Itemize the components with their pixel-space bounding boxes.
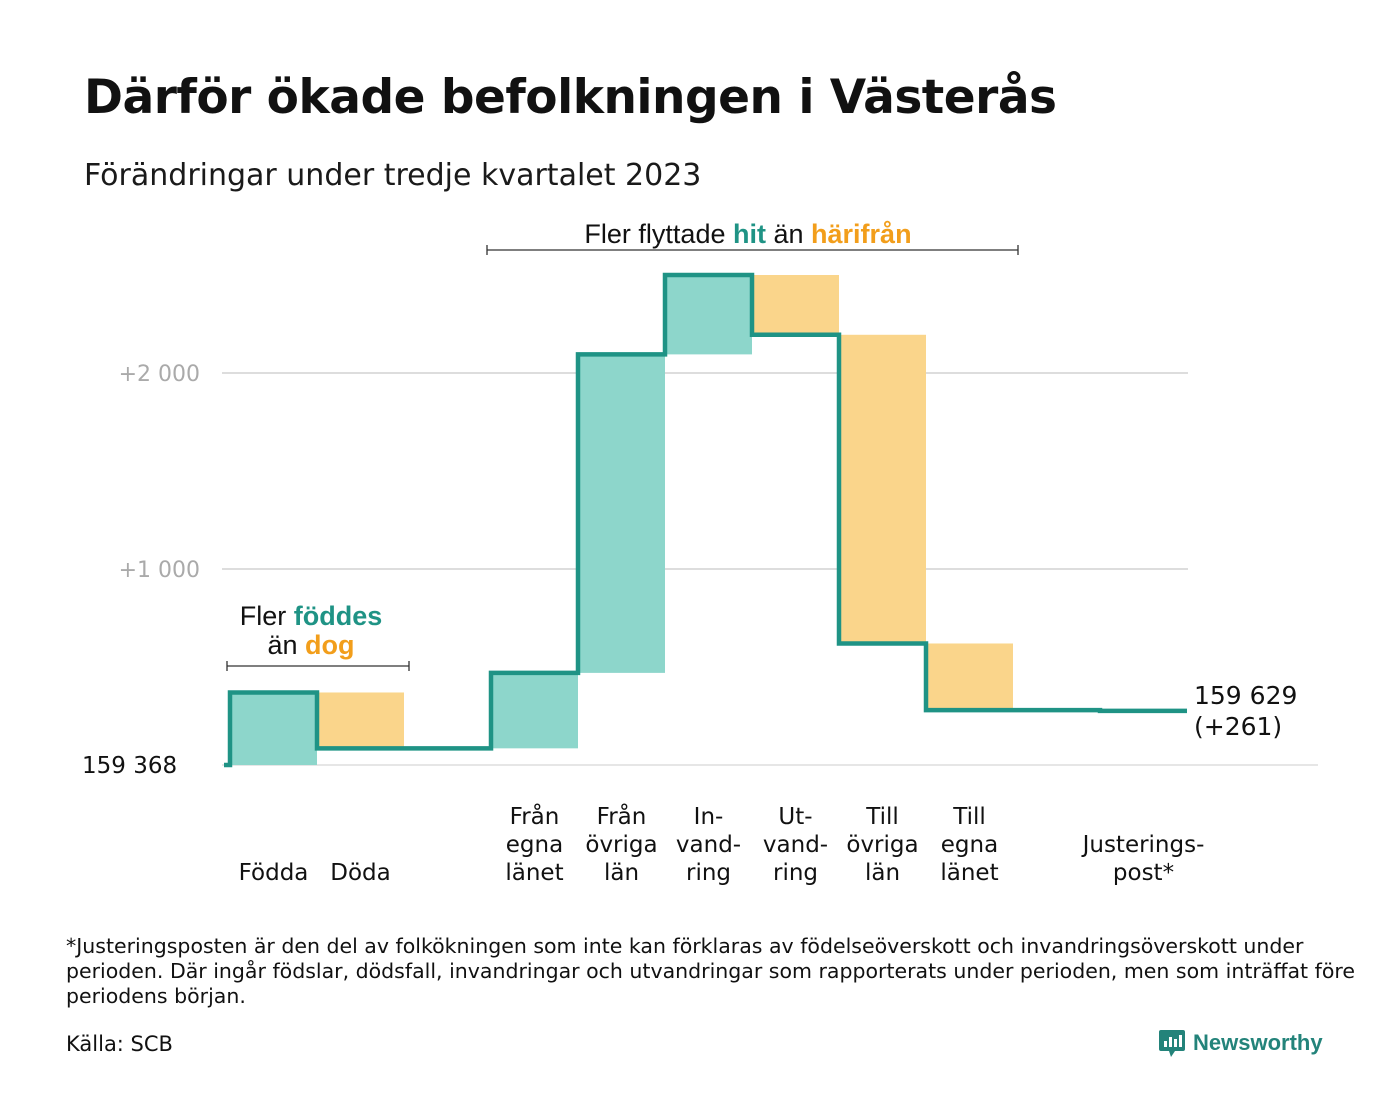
newsworthy-logo-icon — [1159, 1030, 1185, 1057]
migration-annotation-harifran: härifrån — [811, 219, 912, 249]
increase-bar — [491, 672, 578, 749]
category-label: ring — [773, 860, 818, 886]
category-label: länet — [940, 860, 998, 886]
category-label: egna — [506, 832, 563, 858]
category-label: övriga — [846, 832, 918, 858]
category-label: övriga — [585, 832, 657, 858]
births-annotation-pre: Fler — [240, 601, 294, 631]
chart-title: Därför ökade befolkningen i Västerås — [84, 70, 1057, 125]
decrease-bar — [926, 643, 1013, 711]
chart-subtitle: Förändringar under tredje kvartalet 2023 — [84, 158, 702, 193]
births-annotation-an: än — [267, 630, 305, 660]
running-total-line — [224, 272, 1187, 768]
category-label: Ut- — [778, 804, 812, 830]
category-label: län — [604, 860, 639, 886]
migration-annotation: Fler flyttade hit än härifrån — [486, 219, 1019, 255]
y-tick-label: +1 000 — [119, 558, 200, 583]
category-label: Från — [597, 802, 647, 830]
end-value-label: 159 629 — [1194, 681, 1297, 710]
births-annotation-foddes: föddes — [294, 601, 383, 631]
running-total-path — [224, 272, 1187, 768]
increase-bar — [665, 275, 752, 355]
increase-bar — [578, 354, 665, 673]
migration-annotation-hit: hit — [733, 219, 766, 249]
category-label: Från — [510, 802, 560, 830]
bars — [230, 275, 1187, 765]
category-label: post* — [1113, 860, 1174, 886]
source-label: Källa: SCB — [66, 1032, 173, 1056]
category-label: ring — [686, 860, 731, 886]
decrease-bar — [317, 692, 404, 749]
category-label: Födda — [239, 860, 309, 886]
category-label: In- — [694, 804, 724, 830]
births-annotation-dog: dog — [305, 630, 354, 660]
category-label: Justerings- — [1081, 832, 1205, 858]
category-label: egna — [941, 832, 998, 858]
births-annotation: Fler föddes än dog — [226, 601, 410, 671]
category-label: Till — [952, 804, 986, 830]
migration-annotation-text: Fler flyttade hit än härifrån — [584, 219, 911, 249]
brand-name: Newsworthy — [1193, 1030, 1323, 1055]
category-label: Döda — [330, 860, 390, 886]
decrease-bar — [839, 334, 926, 644]
footnote: *Justeringsposten är den del av folkökni… — [66, 934, 1355, 1008]
births-annotation-line1: Fler föddes — [240, 601, 383, 631]
brand-logo[interactable]: Newsworthy — [1158, 1028, 1323, 1058]
increase-bar — [230, 692, 317, 765]
start-value-label: 159 368 — [82, 753, 177, 779]
migration-annotation-pre: Fler flyttade — [584, 219, 733, 249]
category-label: vand- — [763, 832, 828, 858]
category-label: Till — [865, 804, 899, 830]
y-tick-label: +2 000 — [119, 362, 200, 387]
gridlines — [222, 372, 1318, 766]
category-label: län — [865, 860, 900, 886]
births-annotation-line2: än dog — [267, 630, 354, 660]
migration-annotation-mid: än — [766, 219, 811, 249]
category-label: länet — [505, 860, 563, 886]
category-label: vand- — [676, 832, 741, 858]
end-change-label: (+261) — [1194, 712, 1282, 741]
decrease-bar — [752, 275, 839, 335]
